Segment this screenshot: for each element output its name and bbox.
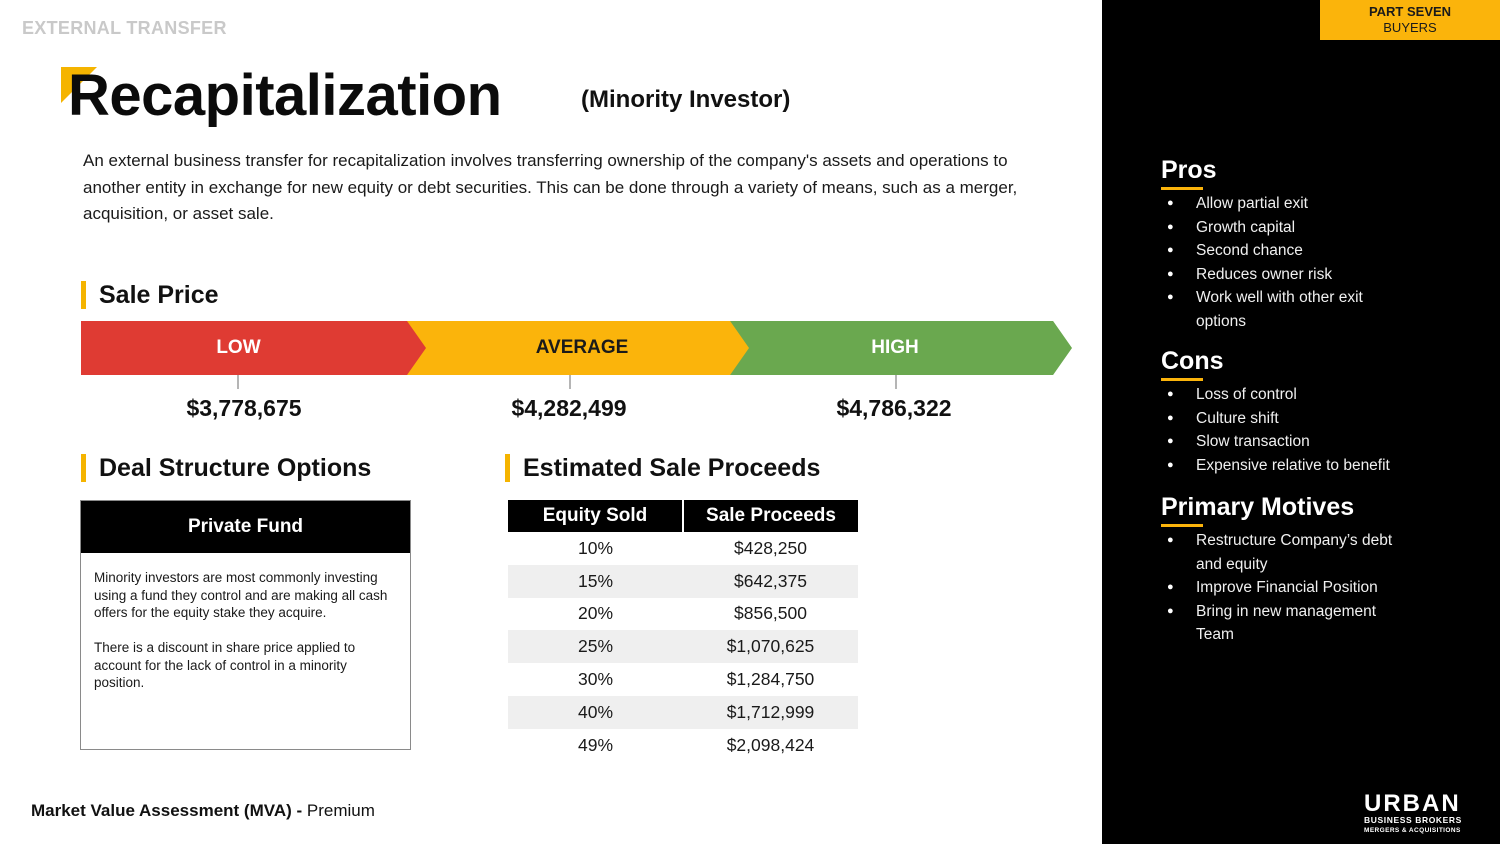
equity-cell: 20%	[577, 603, 614, 624]
pros-list: Allow partial exit Growth capital Second…	[1161, 192, 1411, 333]
deal-structure-heading: Deal Structure Options	[81, 454, 371, 482]
footer-bold-text: Market Value Assessment (MVA) -	[31, 801, 303, 820]
high-tick	[895, 375, 897, 389]
page-subtitle: (Minority Investor)	[581, 86, 791, 113]
list-item: Improve Financial Position	[1161, 576, 1411, 600]
average-price-value: $4,282,499	[511, 395, 627, 421]
sidebar: PART SEVEN BUYERS Pros Allow partial exi…	[1102, 0, 1500, 844]
table-row: 10% $428,250	[508, 532, 858, 565]
list-item: Second chance	[1161, 239, 1411, 263]
sale-proceeds-header: Sale Proceeds	[683, 500, 858, 532]
list-item: Growth capital	[1161, 216, 1411, 240]
list-item: Culture shift	[1161, 407, 1411, 431]
proceeds-cell: $428,250	[734, 537, 807, 558]
logo-tagline-2: MERGERS & ACQUISITIONS	[1364, 827, 1461, 834]
sale-price-heading: Sale Price	[81, 281, 219, 309]
table-row: 25% $1,070,625	[508, 630, 858, 664]
proceeds-cell: $1,712,999	[683, 695, 858, 729]
private-fund-card: Private Fund Minority investors are most…	[80, 500, 411, 750]
motives-heading: Primary Motives	[1161, 493, 1354, 527]
equity-cell: 10%	[577, 537, 614, 558]
table-row: 40% $1,712,999	[508, 695, 858, 729]
equity-cell: 49%	[577, 734, 614, 755]
part-tag-line-1: PART SEVEN	[1368, 4, 1452, 19]
table-row: 20% $856,500	[508, 598, 858, 631]
equity-cell: 25%	[508, 630, 683, 664]
table-row: 49% $2,098,424	[508, 729, 858, 762]
list-item: Slow transaction	[1161, 430, 1411, 454]
proceeds-cell: $642,375	[683, 564, 858, 598]
footer-normal-text: Premium	[306, 801, 375, 820]
average-label: AVERAGE	[535, 337, 629, 358]
company-logo: URBAN BUSINESS BROKERS MERGERS & ACQUISI…	[1364, 790, 1462, 835]
private-fund-paragraph-2: There is a discount in share price appli…	[94, 640, 356, 690]
low-price-value: $3,778,675	[186, 395, 302, 421]
list-item: Work well with other exit options	[1161, 286, 1411, 333]
average-tick	[569, 375, 571, 389]
part-tag-line-2: BUYERS	[1383, 20, 1437, 35]
list-item: Allow partial exit	[1161, 192, 1411, 216]
high-price-value: $4,786,322	[836, 395, 952, 421]
list-item: Reduces owner risk	[1161, 263, 1411, 287]
list-item: Restructure Company’s debt and equity	[1161, 529, 1411, 576]
private-fund-body: Minority investors are most commonly inv…	[81, 553, 410, 692]
section-label: EXTERNAL TRANSFER	[22, 18, 227, 38]
table-header-row: Equity Sold Sale Proceeds	[508, 500, 858, 532]
average-price-arrow: AVERAGE	[405, 321, 749, 375]
equity-sold-header: Equity Sold	[508, 500, 684, 532]
proceeds-cell: $1,284,750	[726, 669, 815, 690]
cons-list: Loss of control Culture shift Slow trans…	[1161, 383, 1411, 477]
logo-wordmark: URBAN	[1364, 790, 1461, 817]
intro-paragraph: An external business transfer for recapi…	[83, 151, 1018, 223]
cons-section: Cons Loss of control Culture shift Slow …	[1161, 347, 1411, 477]
page-title: Recapitalization	[68, 63, 502, 128]
logo-tagline-1: BUSINESS BROKERS	[1364, 815, 1462, 825]
list-item: Loss of control	[1161, 383, 1411, 407]
equity-cell: 15%	[508, 564, 683, 598]
proceeds-heading: Estimated Sale Proceeds	[505, 454, 820, 482]
list-item: Bring in new management Team	[1161, 600, 1411, 647]
proceeds-cell: $856,500	[734, 603, 807, 624]
footer-note: Market Value Assessment (MVA) - Premium	[31, 801, 375, 821]
motives-list: Restructure Company’s debt and equity Im…	[1161, 529, 1411, 647]
pros-section: Pros Allow partial exit Growth capital S…	[1161, 156, 1411, 333]
proceeds-cell: $1,070,625	[683, 630, 858, 664]
motives-section: Primary Motives Restructure Company’s de…	[1161, 493, 1411, 647]
high-price-arrow: HIGH	[728, 321, 1072, 375]
low-tick	[237, 375, 239, 389]
private-fund-paragraph-1: Minority investors are most commonly inv…	[94, 570, 388, 620]
table-row: 15% $642,375	[508, 564, 858, 598]
private-fund-title: Private Fund	[81, 501, 410, 553]
table-row: 30% $1,284,750	[508, 663, 858, 696]
pros-heading: Pros	[1161, 156, 1217, 190]
list-item: Expensive relative to benefit	[1161, 454, 1411, 478]
high-label: HIGH	[871, 337, 919, 358]
equity-cell: 40%	[508, 695, 683, 729]
part-tag: PART SEVEN BUYERS	[1320, 0, 1500, 40]
cons-heading: Cons	[1161, 347, 1224, 381]
title-accent-shape	[61, 67, 97, 103]
low-label: LOW	[216, 337, 261, 358]
equity-cell: 30%	[577, 669, 614, 690]
low-price-arrow: LOW	[81, 321, 426, 375]
sale-proceeds-table: Equity Sold Sale Proceeds 10% $428,250 15…	[508, 500, 858, 762]
proceeds-cell: $2,098,424	[726, 734, 815, 755]
